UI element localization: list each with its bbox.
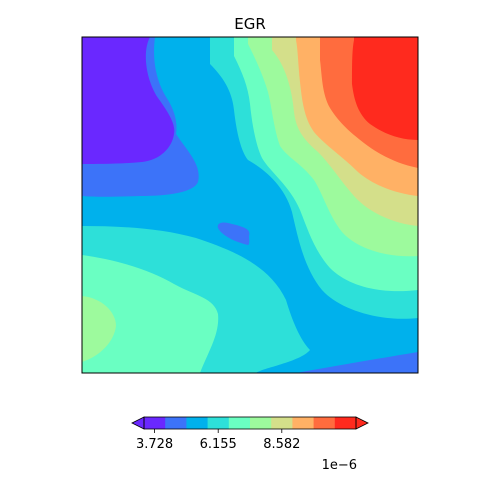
colorbar-cell: [292, 417, 314, 429]
colorbar-cell: [250, 417, 272, 429]
contour-level-2: [217, 222, 250, 245]
colorbar-frame: [143, 416, 357, 430]
contour-level-5: [82, 255, 219, 373]
colorbar-cell: [186, 417, 208, 429]
colorbar-multiplier: 1e−6: [322, 458, 357, 473]
contour-level-2b: [296, 352, 418, 373]
plot-frame: [81, 36, 419, 374]
colorbar-tick-label: 6.155: [200, 437, 237, 452]
colorbar-extend-high: [355, 416, 369, 430]
colorbar-cell: [165, 417, 187, 429]
colorbar-cell: [207, 417, 230, 429]
colorbar-cell: [144, 417, 166, 429]
colorbar: 3.728 6.155 8.582 1e−6: [131, 416, 369, 473]
colorbar-cell: [313, 417, 336, 429]
colorbar-cell: [334, 417, 357, 429]
colorbar-cell: [271, 417, 293, 429]
contour-level-0: [82, 37, 175, 164]
colorbar-tick-label: 3.728: [136, 437, 173, 452]
colorbar-cell: [228, 417, 251, 429]
contour-level-10: [352, 37, 418, 140]
contour-level-6: [82, 296, 116, 362]
chart-title: EGR: [234, 15, 266, 33]
colorbar-extend-low: [131, 416, 145, 430]
contour-plot: [82, 37, 418, 373]
colorbar-tick-label: 8.582: [263, 437, 300, 452]
